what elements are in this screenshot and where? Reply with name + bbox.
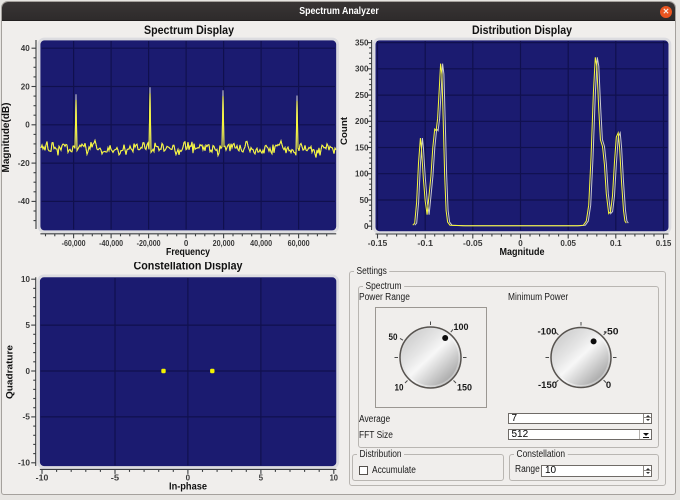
svg-text:200: 200 [355,117,369,126]
svg-text:-10: -10 [18,459,31,468]
svg-text:-100: -100 [538,327,557,338]
svg-text:5: 5 [26,321,31,330]
svg-text:20: 20 [21,82,31,91]
svg-text:5: 5 [259,473,264,482]
svg-text:100: 100 [454,322,469,333]
svg-text:0: 0 [184,239,189,248]
svg-text:60,000: 60,000 [288,239,310,248]
svg-text:300: 300 [355,65,369,74]
svg-text:-5: -5 [23,413,31,422]
svg-text:-0.1: -0.1 [417,239,433,248]
svg-text:250: 250 [355,91,369,100]
svg-text:40: 40 [21,44,31,53]
svg-text:0: 0 [26,367,31,376]
svg-text:-20: -20 [18,159,31,168]
svg-text:10: 10 [21,275,31,284]
svg-text:Quadrature: Quadrature [5,345,16,399]
svg-text:10: 10 [395,383,404,394]
svg-text:Magnitude(dB): Magnitude(dB) [1,103,12,173]
svg-text:150: 150 [355,143,369,152]
svg-text:50: 50 [389,332,398,343]
svg-text:0.05: 0.05 [560,239,576,248]
svg-text:0.1: 0.1 [610,239,622,248]
svg-text:-60,000: -60,000 [62,239,86,248]
svg-text:-5: -5 [111,473,120,482]
svg-text:10: 10 [330,473,339,482]
svg-text:100: 100 [355,170,369,179]
svg-text:Count: Count [339,116,350,145]
svg-text:-20,000: -20,000 [137,239,161,248]
svg-text:-10: -10 [36,473,49,482]
svg-text:Magnitude: Magnitude [500,247,545,258]
svg-text:Spectrum Display: Spectrum Display [144,25,235,37]
svg-text:0.15: 0.15 [656,239,672,248]
svg-text:Distribution Display: Distribution Display [472,25,573,37]
svg-text:-50: -50 [604,327,619,338]
svg-text:Frequency: Frequency [166,247,210,258]
svg-text:-40: -40 [18,197,31,206]
svg-text:0: 0 [606,380,611,391]
svg-text:150: 150 [457,383,472,394]
svg-text:-40,000: -40,000 [99,239,123,248]
svg-text:0: 0 [364,222,369,231]
svg-text:-0.05: -0.05 [463,239,483,248]
svg-text:0: 0 [25,121,30,130]
svg-text:0: 0 [186,473,191,482]
svg-text:20,000: 20,000 [213,239,235,248]
svg-text:0: 0 [518,239,523,248]
svg-text:40,000: 40,000 [250,239,272,248]
svg-text:-0.15: -0.15 [368,239,388,248]
svg-text:Constellation Display: Constellation Display [134,262,244,273]
svg-text:50: 50 [360,196,370,205]
svg-text:350: 350 [355,38,369,47]
svg-text:In-phase: In-phase [169,481,207,492]
svg-text:-150: -150 [538,380,557,391]
